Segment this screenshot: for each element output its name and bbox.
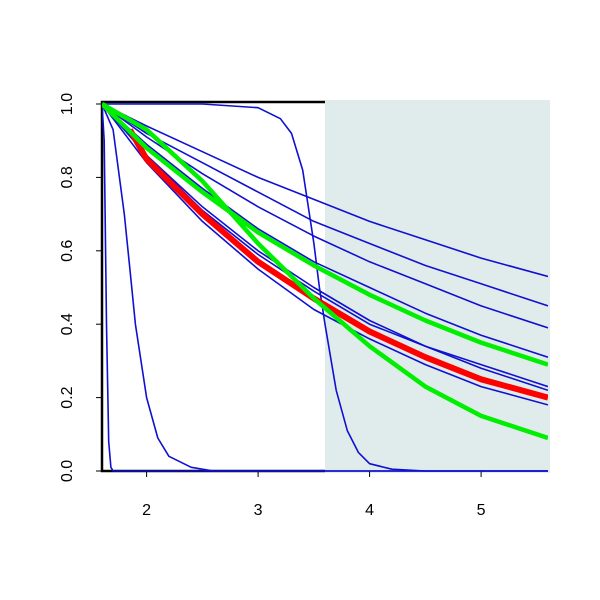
curve [102, 103, 548, 472]
y-tick-label: 1.0 [59, 93, 76, 115]
curve [102, 103, 548, 406]
curve [102, 103, 548, 278]
highlight-region [325, 100, 550, 473]
x-tick-label: 4 [365, 502, 374, 519]
y-tick-label: 0.8 [59, 166, 76, 188]
x-tick-label: 5 [477, 502, 486, 519]
curve [102, 103, 548, 307]
curve [102, 103, 548, 388]
curve [102, 102, 548, 441]
curve [102, 102, 548, 367]
curve [102, 103, 548, 358]
y-tick-label: 0.0 [59, 460, 76, 482]
x-tick-label: 3 [254, 502, 263, 519]
y-tick-label: 0.4 [59, 313, 76, 335]
y-tick-label: 0.2 [59, 386, 76, 408]
x-tick-label: 2 [142, 502, 151, 519]
curve [102, 103, 548, 472]
y-tick-label: 0.6 [59, 240, 76, 262]
